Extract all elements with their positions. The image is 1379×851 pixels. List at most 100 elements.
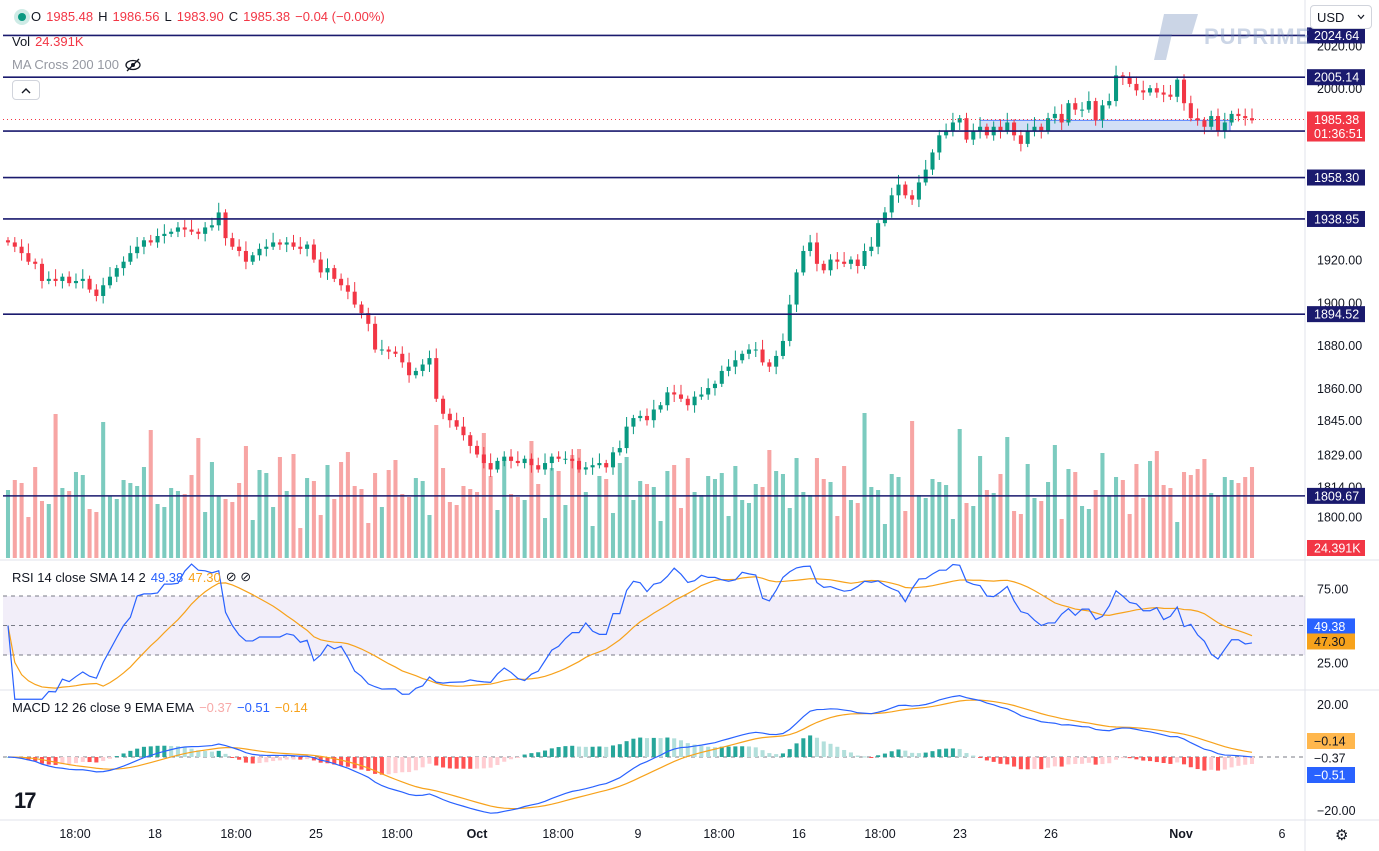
- candle-body: [814, 242, 819, 264]
- collapse-legend-button[interactable]: [12, 80, 40, 100]
- macd-histogram-bar: [801, 738, 806, 757]
- candle-body: [407, 362, 412, 376]
- macd-histogram-bar: [862, 756, 867, 758]
- macd-histogram-bar: [427, 757, 432, 764]
- rsi-line: [7, 563, 1253, 700]
- macd-histogram-bar: [209, 751, 214, 757]
- candle-body: [1073, 103, 1078, 110]
- candle-body: [740, 353, 745, 361]
- level-price-label: 1894.52: [1314, 308, 1359, 322]
- volume-bar: [1148, 461, 1153, 558]
- candle-body: [19, 246, 24, 254]
- candle-body: [257, 248, 262, 256]
- candle-body: [1175, 79, 1180, 97]
- candle-body: [760, 349, 765, 363]
- macd-histogram-bar: [243, 757, 248, 763]
- candle-body: [794, 272, 799, 305]
- volume-bar: [767, 450, 772, 558]
- candle-body: [644, 415, 650, 421]
- macd-histogram-bar: [441, 757, 446, 768]
- rsi-legend[interactable]: RSI 14 close SMA 14 2 49.38 47.30 ⊘ ⊘: [12, 569, 251, 585]
- macd-histogram-bar: [1107, 757, 1112, 764]
- macd-histogram-bar: [1209, 757, 1214, 770]
- macd-histogram-bar: [889, 751, 894, 757]
- macd-histogram-bar: [631, 738, 636, 757]
- volume-legend[interactable]: Vol 24.391K: [12, 34, 84, 49]
- candle-body: [325, 268, 330, 273]
- macd-signal-line: [7, 699, 1253, 810]
- macd-histogram-bar: [447, 757, 452, 769]
- level-price-label: 2024.64: [1314, 29, 1359, 43]
- candle-body: [590, 465, 595, 468]
- candle-body: [651, 409, 656, 421]
- macd-histogram-bar: [196, 750, 201, 757]
- volume-bar: [243, 446, 248, 558]
- candle-body: [1093, 101, 1098, 121]
- macd-histogram-bar: [923, 752, 928, 757]
- candle-body: [624, 426, 629, 449]
- macd-histogram-bar: [155, 745, 160, 757]
- candle-body: [1202, 120, 1207, 127]
- tradingview-logo[interactable]: 17: [14, 788, 37, 813]
- macd-tick-label: −20.00: [1317, 804, 1356, 818]
- candle-body: [998, 126, 1003, 132]
- volume-bar: [87, 509, 92, 558]
- candle-body: [1012, 122, 1017, 136]
- candle-body: [277, 242, 282, 245]
- volume-bar: [597, 476, 602, 558]
- macd-histogram-bar: [305, 757, 310, 760]
- candle-body: [570, 458, 575, 461]
- macd-histogram-bar: [189, 748, 194, 757]
- candle-body: [733, 360, 738, 367]
- volume-bar: [712, 479, 718, 558]
- macd-histogram-bar: [570, 745, 575, 757]
- candle-body: [767, 362, 772, 367]
- volume-bar: [121, 480, 126, 558]
- volume-bar: [726, 516, 731, 558]
- support-zone: [979, 119, 1231, 132]
- currency-select[interactable]: USD: [1310, 5, 1372, 29]
- volume-bar: [692, 492, 697, 558]
- candle-body: [94, 289, 99, 296]
- candle-body: [712, 383, 718, 389]
- candle-body: [522, 458, 527, 464]
- macd-histogram-bar: [237, 757, 242, 760]
- macd-histogram-bar: [746, 746, 751, 757]
- macd-histogram-bar: [454, 757, 459, 769]
- high-label: H: [98, 9, 108, 24]
- volume-bar: [488, 476, 493, 558]
- time-tick-label: 18:00: [220, 827, 251, 841]
- macd-histogram-bar: [291, 757, 296, 760]
- macd-histogram-bar: [60, 757, 65, 765]
- macd-histogram-bar: [284, 757, 289, 760]
- macd-histogram-bar: [434, 757, 439, 766]
- volume-bar: [250, 520, 255, 558]
- volume-bar: [447, 502, 452, 558]
- macd-legend[interactable]: MACD 12 26 close 9 EMA EMA −0.37 −0.51 −…: [12, 700, 308, 715]
- volume-bar: [937, 482, 942, 558]
- macd-histogram-bar: [672, 738, 677, 757]
- candle-body: [121, 261, 126, 269]
- candle-body: [434, 358, 439, 399]
- volume-bar: [536, 484, 541, 558]
- volume-bar: [271, 507, 276, 558]
- volume-bar: [529, 441, 534, 558]
- time-tick-label: 18:00: [381, 827, 412, 841]
- macd-histogram-bar: [1236, 757, 1241, 766]
- volume-bar: [413, 478, 418, 558]
- macd-value: −0.51: [236, 700, 270, 715]
- volume-bar: [209, 462, 214, 558]
- candle-body: [1032, 126, 1037, 132]
- eye-hidden-icon[interactable]: [124, 58, 142, 72]
- settings-icon[interactable]: ⚙: [1335, 827, 1349, 844]
- candle-body: [672, 392, 677, 395]
- macd-histogram-bar: [944, 748, 949, 757]
- macd-histogram-bar: [67, 757, 72, 764]
- volume-bar: [903, 511, 908, 558]
- candle-body: [542, 463, 548, 470]
- close-value: 1985.38: [243, 9, 291, 24]
- volume-bar: [699, 495, 704, 558]
- candle-body: [237, 246, 242, 251]
- ma-cross-legend[interactable]: MA Cross 200 100: [12, 57, 142, 72]
